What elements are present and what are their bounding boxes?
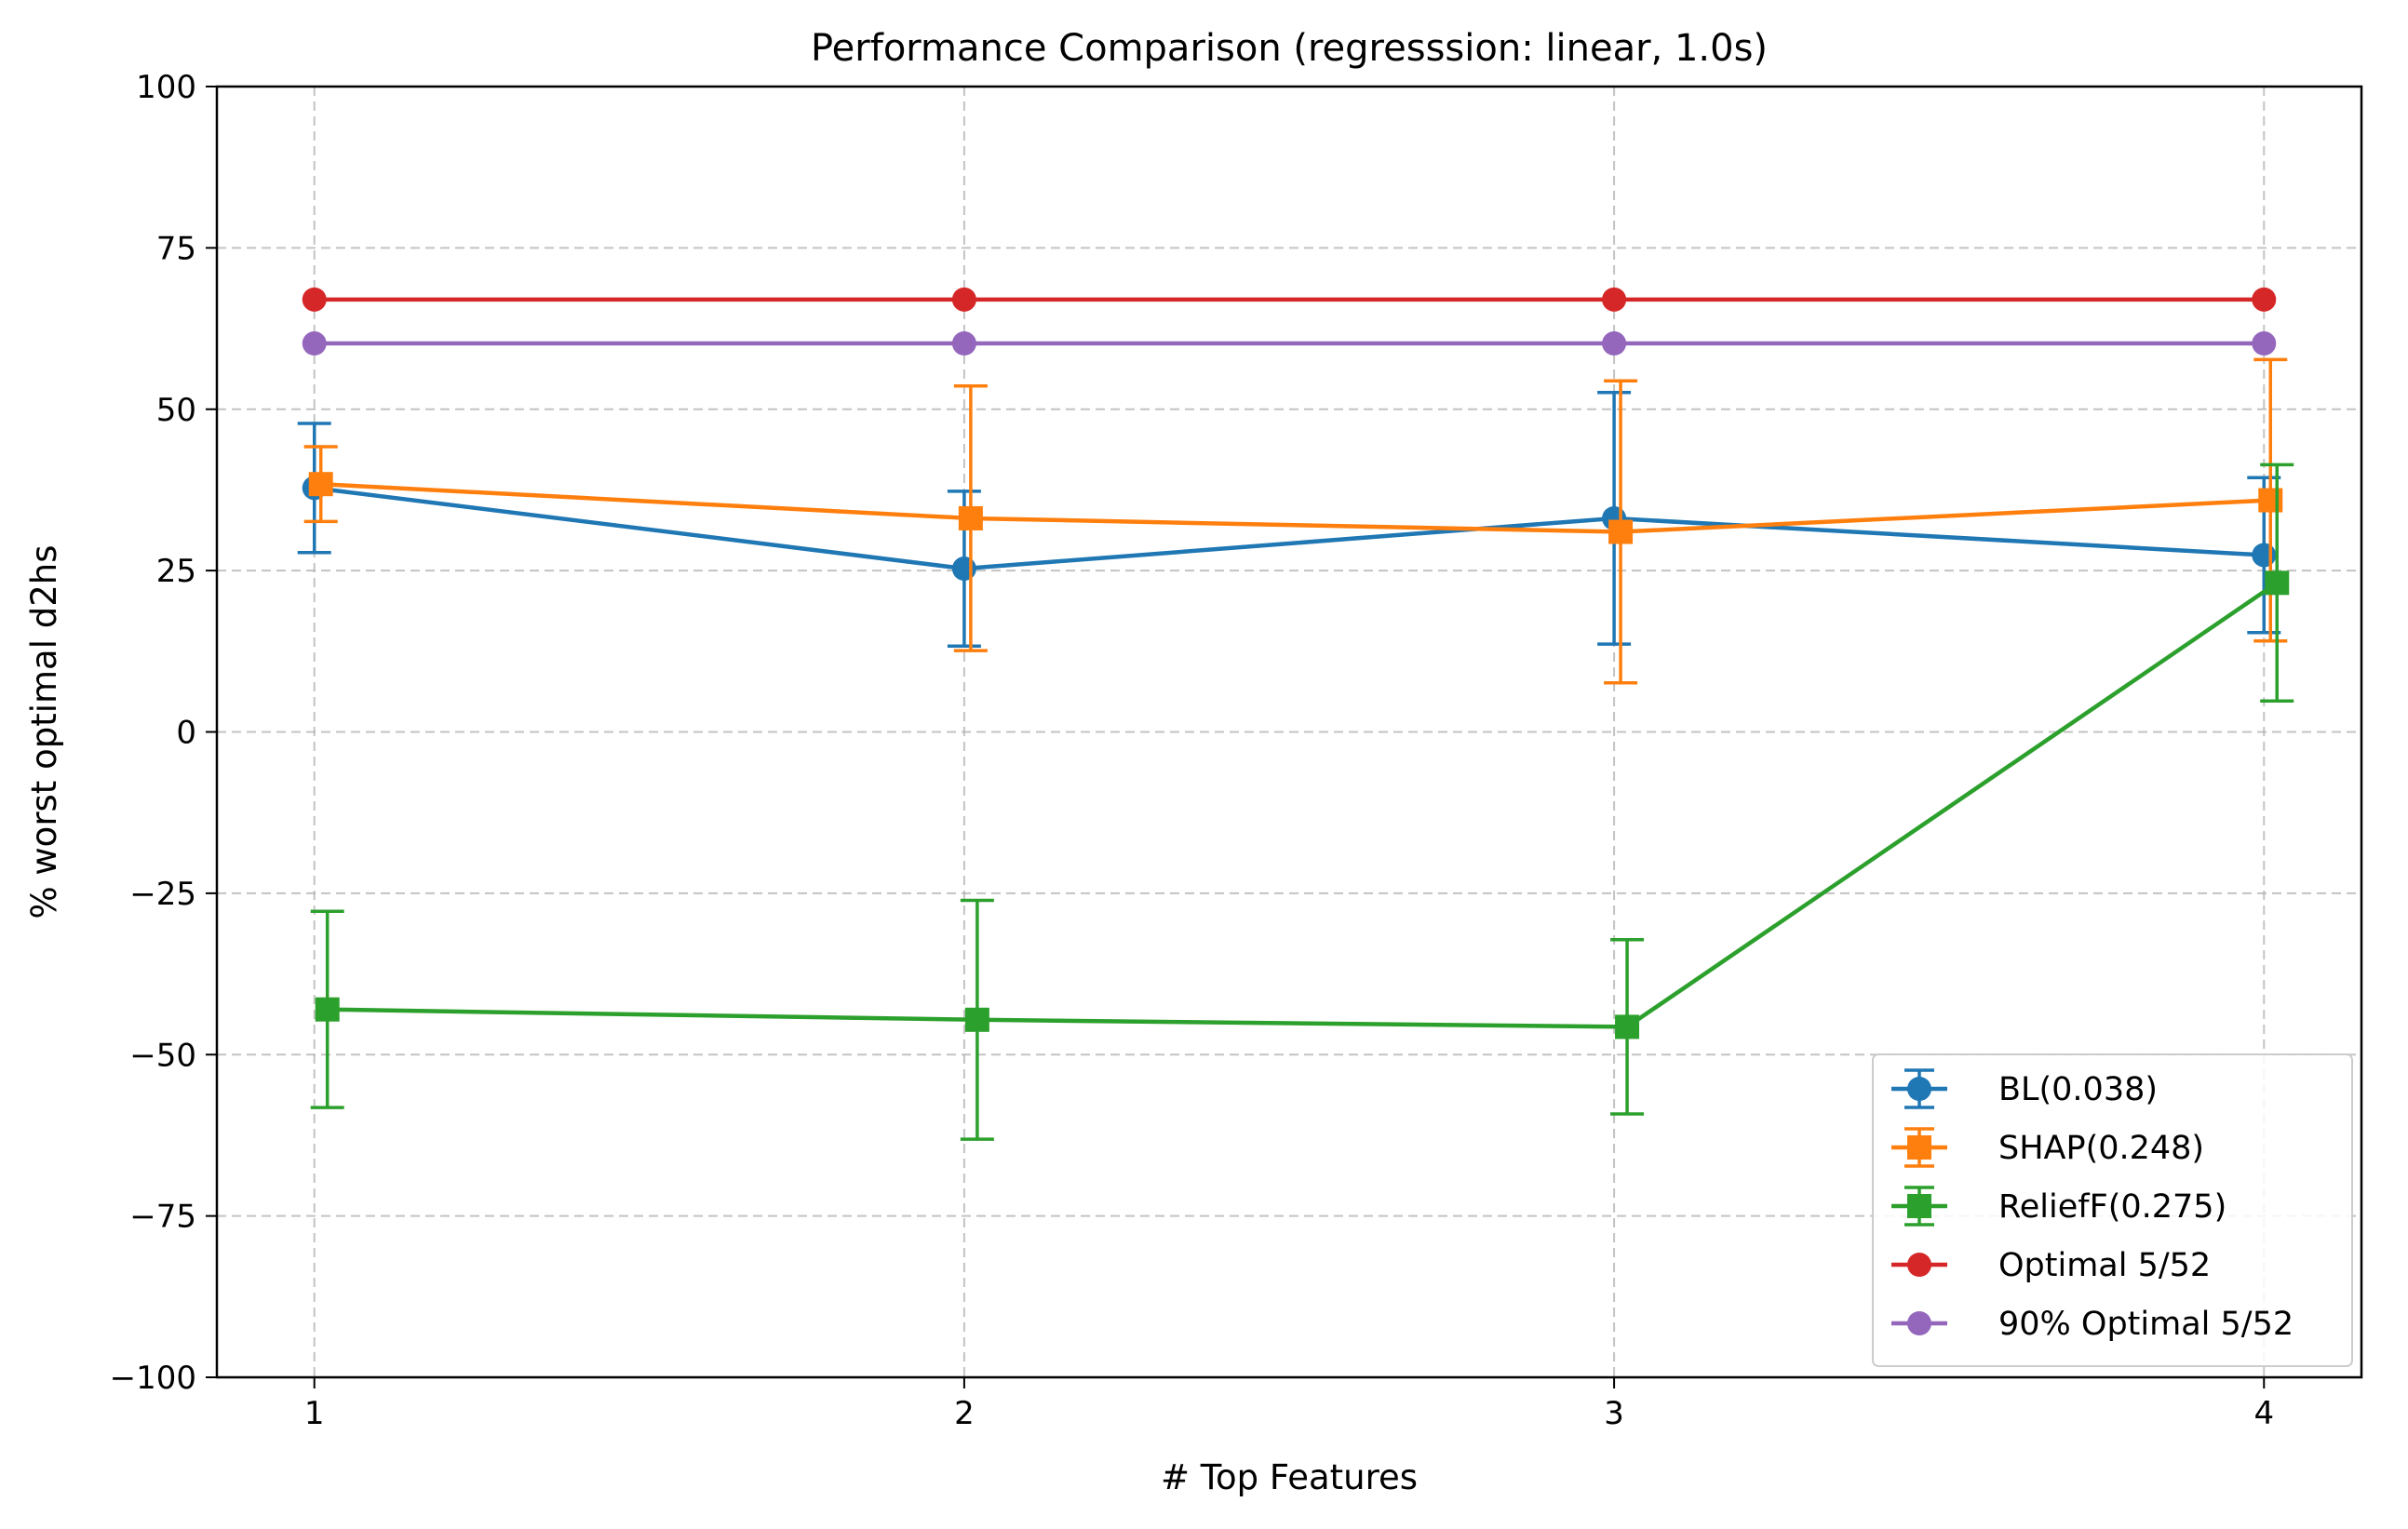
- y-tick-label: −50: [129, 1037, 196, 1074]
- legend-item: BL(0.038): [1891, 1068, 2158, 1109]
- y-tick-label: −75: [129, 1199, 196, 1236]
- x-tick-label: 3: [1604, 1395, 1624, 1432]
- legend-item: Optimal 5/52: [1891, 1247, 2211, 1284]
- y-tick-label: 50: [156, 392, 196, 429]
- data-point: [315, 997, 340, 1022]
- legend-label: ReliefF(0.275): [1998, 1188, 2226, 1226]
- legend-box: [1872, 1053, 2353, 1367]
- data-point: [951, 331, 976, 356]
- data-point: [1602, 287, 1627, 312]
- y-tick-label: 100: [136, 69, 196, 106]
- legend-label: 90% Optimal 5/52: [1998, 1306, 2294, 1343]
- y-tick-label: −25: [129, 876, 196, 913]
- data-point: [1602, 331, 1627, 356]
- legend-marker: [1907, 1194, 1931, 1218]
- legend-marker: [1907, 1135, 1931, 1160]
- data-point: [964, 1007, 989, 1032]
- series-line: [327, 581, 2279, 1029]
- x-tick-label: 1: [304, 1395, 325, 1432]
- axis-ticks: 1 2 3 4 −100 −75 −50 −25 0 25 50 75 100: [110, 69, 2274, 1432]
- series-4: [302, 331, 2277, 356]
- x-tick-label: 2: [954, 1395, 975, 1432]
- data-point: [951, 557, 976, 582]
- data-point: [302, 331, 327, 356]
- x-axis-label: # Top Features: [1161, 1457, 1418, 1497]
- legend-marker: [1907, 1077, 1931, 1101]
- legend-item: ReliefF(0.275): [1891, 1186, 2226, 1227]
- legend: BL(0.038) SHAP(0.248) ReliefF(0.275) Optima…: [1872, 1053, 2353, 1367]
- data-point: [2252, 331, 2277, 356]
- chart-title: Performance Comparison (regresssion: lin…: [811, 27, 1768, 70]
- data-point: [951, 287, 976, 312]
- data-point: [308, 472, 333, 497]
- data-point: [1615, 1014, 1640, 1039]
- data-point: [302, 287, 327, 312]
- y-axis-label: % worst optimal d2hs: [24, 545, 64, 919]
- legend-item: 90% Optimal 5/52: [1891, 1306, 2294, 1343]
- data-point: [1608, 519, 1634, 544]
- y-tick-label: 0: [176, 715, 196, 752]
- series-line: [314, 486, 2265, 571]
- legend-item: SHAP(0.248): [1891, 1127, 2204, 1168]
- y-tick-label: 75: [156, 230, 196, 267]
- data-point: [2265, 570, 2290, 596]
- data-point: [2252, 543, 2277, 568]
- series-2: [310, 463, 2294, 1141]
- legend-label: BL(0.038): [1998, 1071, 2158, 1108]
- x-tick-label: 4: [2253, 1395, 2274, 1432]
- data-point: [2258, 488, 2283, 513]
- y-tick-label: 25: [156, 553, 196, 590]
- legend-marker: [1907, 1253, 1931, 1277]
- legend-label: Optimal 5/52: [1998, 1247, 2211, 1284]
- y-tick-label: −100: [110, 1360, 196, 1397]
- legend-marker: [1907, 1311, 1931, 1335]
- data-point: [958, 505, 983, 530]
- series-3: [302, 287, 2277, 312]
- series-line: [320, 481, 2271, 534]
- series-layer: [297, 287, 2294, 1141]
- data-point: [2252, 287, 2277, 312]
- legend-label: SHAP(0.248): [1998, 1130, 2204, 1167]
